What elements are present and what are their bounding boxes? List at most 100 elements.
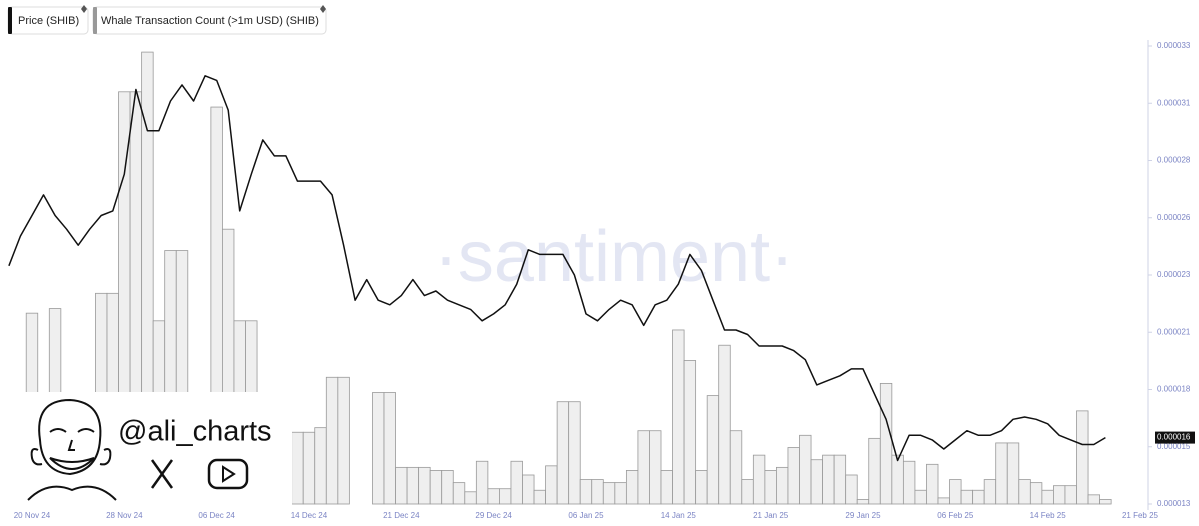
last-value-label: 0.000016: [1157, 433, 1191, 442]
whale-bar: [314, 427, 327, 505]
whale-bar: [810, 459, 823, 505]
whale-bar: [418, 466, 431, 505]
whale-bar: [395, 466, 408, 505]
y-tick-label: 0.000018: [1157, 385, 1191, 394]
axis-layer: 0.000033 0.000031 0.000028 0.000026 0.000023…: [14, 41, 1191, 520]
y-tick-label: 0.000021: [1157, 327, 1191, 336]
whale-bar: [1018, 479, 1031, 505]
handle: @ali_charts: [118, 416, 272, 448]
x-tick-label: 29 Jan 25: [845, 511, 881, 520]
legend-label[interactable]: Whale Transaction Count (>1m USD) (SHIB): [101, 15, 319, 27]
x-tick-label: 21 Jan 25: [753, 511, 789, 520]
whale-bar: [1053, 485, 1066, 505]
x-tick-label: 29 Dec 24: [475, 511, 512, 520]
x-icon[interactable]: [150, 459, 174, 489]
legend-label[interactable]: Price (SHIB): [18, 15, 79, 27]
whale-bar: [776, 466, 789, 505]
whale-bar: [510, 460, 523, 505]
whale-bar: [464, 491, 477, 505]
watermark: ·santiment·: [434, 217, 794, 297]
price-line: [8, 75, 1106, 462]
legend-swatch: [8, 7, 12, 34]
whale-bar: [1006, 442, 1020, 505]
x-tick-label: 06 Dec 24: [198, 511, 235, 520]
x-tick-label: 06 Jan 25: [568, 511, 604, 520]
whale-bar: [383, 392, 396, 505]
label-layer: 0.000016: [1155, 431, 1195, 444]
whale-bar: [856, 499, 870, 505]
whale-bar: [822, 454, 835, 505]
legend-icon: [320, 5, 326, 13]
last-value-box: [1155, 431, 1195, 444]
whale-bar: [568, 401, 581, 505]
y-tick-label: 0.000033: [1157, 41, 1191, 50]
y-tick-label: 0.000015: [1157, 442, 1191, 451]
x-tick-label: 14 Dec 24: [291, 511, 328, 520]
whale-bar: [937, 497, 950, 505]
y-tick-label: 0.000031: [1157, 98, 1191, 107]
y-tick-label: 0.000026: [1157, 213, 1191, 222]
whale-bar: [406, 466, 420, 505]
whale-bar: [533, 489, 546, 505]
x-tick-label: 21 Dec 24: [383, 511, 420, 520]
whale-bar: [637, 430, 650, 505]
whale-bar: [325, 376, 339, 505]
whale-bar: [891, 454, 904, 505]
whale-bar: [291, 431, 304, 505]
whale-bar: [522, 474, 535, 505]
whale-bar: [972, 489, 985, 505]
x-tick-label: 14 Jan 25: [661, 511, 697, 520]
whale-bar: [429, 470, 443, 505]
whale-bar: [1041, 489, 1054, 505]
x-tick-label: 21 Feb 25: [1122, 511, 1159, 520]
whale-bar: [591, 479, 604, 505]
whale-bar: [926, 463, 939, 505]
whale-bar: [499, 488, 512, 505]
whale-bar: [441, 470, 454, 505]
whale-bar: [683, 360, 697, 505]
whale-bar: [614, 482, 627, 505]
x-tick-label: 20 Nov 24: [14, 511, 51, 520]
whale-bar: [487, 488, 500, 505]
whale-bar: [787, 447, 800, 505]
whale-bar: [868, 437, 881, 505]
whale-bar: [1029, 482, 1043, 505]
whale-bar: [545, 465, 558, 505]
x-tick-label: 06 Feb 25: [937, 511, 974, 520]
x-tick-label: 28 Nov 24: [106, 511, 143, 520]
whale-bar: [302, 431, 316, 505]
whale-bar: [729, 430, 743, 505]
whale-bar: [741, 479, 754, 505]
whale-bar: [1099, 499, 1112, 505]
whale-bar: [914, 489, 927, 505]
whale-bar: [372, 392, 385, 505]
legend-icon: [81, 5, 87, 13]
whale-bar: [995, 442, 1008, 505]
whale-bar: [579, 479, 593, 505]
legend-swatch: [93, 7, 97, 34]
whale-bar: [602, 482, 616, 505]
whale-bar: [695, 470, 708, 505]
whale-bar: [1087, 494, 1100, 505]
whale-bar: [475, 460, 489, 505]
whale-bar: [960, 489, 974, 505]
avatar: [27, 398, 117, 501]
whale-bar: [452, 482, 466, 505]
whale-bar: [672, 329, 685, 505]
whale-bar: [752, 454, 766, 505]
whale-bar: [983, 479, 997, 505]
whale-bar: [799, 434, 812, 505]
whale-bar: [556, 401, 570, 505]
y-tick-label: 0.000023: [1157, 270, 1191, 279]
whale-bar: [949, 479, 962, 505]
youtube-icon[interactable]: [207, 458, 249, 490]
whale-bar: [879, 382, 893, 505]
whale-bar: [845, 474, 858, 505]
whale-bar: [706, 395, 720, 505]
whale-bar: [764, 470, 777, 505]
y-tick-label: 0.000013: [1157, 499, 1191, 508]
whale-bar: [337, 376, 350, 505]
whale-bar: [649, 430, 662, 505]
